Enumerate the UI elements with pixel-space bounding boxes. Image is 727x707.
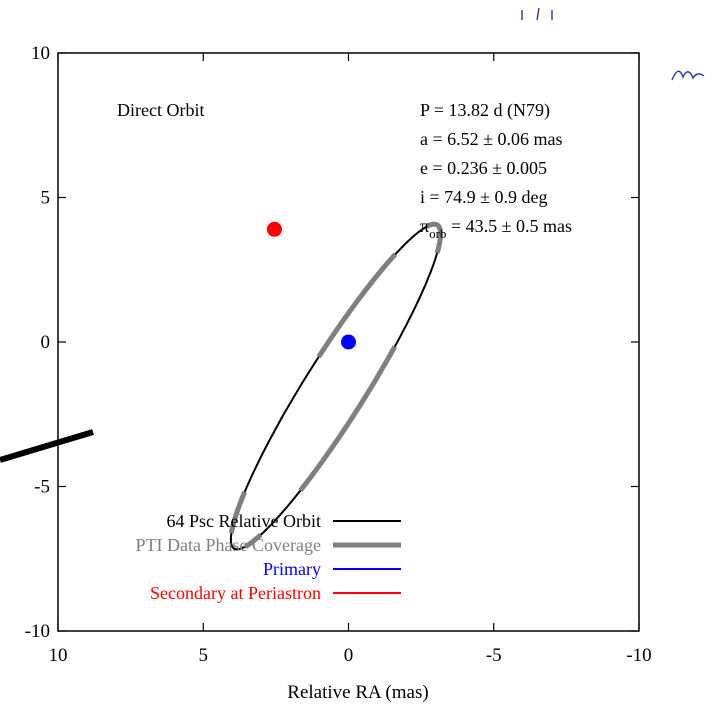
x-tick-label: -5 [486,645,502,666]
x-tick-label: -10 [626,645,651,666]
primary-point [341,334,356,350]
y-tick-label: -10 [25,621,50,642]
x-axis-title: Relative RA (mas) [287,682,428,703]
orbit-layer [228,221,444,551]
param-semimajor: a = 6.52 ± 0.06 mas [420,129,563,149]
orbit-title: Direct Orbit [117,100,204,120]
x-tick-label: 10 [49,645,68,666]
param-eccentricity: e = 0.236 ± 0.005 [420,158,547,178]
phase-coverage-arc [298,345,397,493]
secondary-point [266,221,282,237]
legend-label: PTI Data Phase Coverage [136,535,321,555]
phase-coverage-arc [228,491,247,534]
phase-coverage-arc [426,221,444,254]
x-tick-label: 0 [344,645,354,666]
page-edge-marks [521,7,705,81]
legend: 64 Psc Relative Orbit PTI Data Phase Cove… [136,511,401,603]
legend-label: Secondary at Periastron [150,583,321,603]
param-period: P = 13.82 d (N79) [420,100,550,121]
legend-label: Primary [263,559,321,579]
y-tick-label: 0 [41,332,51,353]
param-inclination: i = 74.9 ± 0.9 deg [420,187,548,207]
param-parallax: πorb = 43.5 ± 0.5 mas [420,216,572,241]
x-tick-label: 5 [199,645,209,666]
y-tick-label: 10 [31,43,50,64]
legend-label: 64 Psc Relative Orbit [167,511,321,531]
ticks: 10 5 0 -5 -10 10 5 0 -5 -10 [25,43,652,666]
black-stroke-decoration [0,429,94,463]
orbit-line [229,223,442,551]
y-tick-label: -5 [34,477,50,498]
phase-coverage-arc [243,533,263,549]
phase-coverage-arc [316,252,398,359]
y-tick-label: 5 [41,188,51,209]
